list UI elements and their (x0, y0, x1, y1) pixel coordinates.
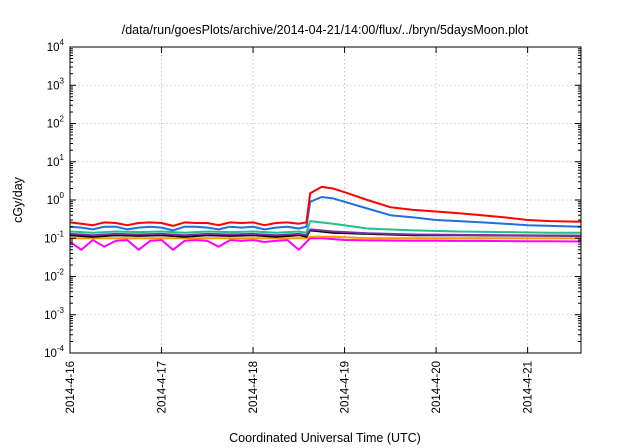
y-tick-exponent: 3 (60, 76, 65, 85)
y-tick-label: 10-4 (44, 344, 64, 360)
y-tick-exponent: -4 (57, 344, 65, 353)
y-tick-base: 10 (44, 272, 57, 284)
series-line-2 (70, 235, 581, 240)
chart-title: /data/run/goesPlots/archive/2014-04-21/1… (122, 23, 529, 37)
x-tick-label: 2014-4-16 (65, 361, 77, 413)
x-tick-label: 2014-4-19 (340, 361, 352, 413)
y-tick-label: 100 (47, 191, 65, 207)
y-tick-base: 10 (47, 195, 60, 207)
y-tick-label: 101 (47, 153, 65, 169)
series-line-7 (69, 185, 582, 227)
x-tick-labels: 2014-4-16 2014-4-17 2014-4-18 2014-4-19 2014… (65, 361, 535, 413)
y-tick-base: 10 (44, 310, 57, 322)
y-tick-base: 10 (47, 119, 60, 131)
y-tick-exponent: -1 (57, 229, 65, 238)
y-tick-base: 10 (47, 80, 60, 92)
series-line-5 (69, 220, 581, 234)
x-tick-label: 2014-4-20 (431, 361, 443, 413)
y-tick-label: 10-2 (44, 268, 64, 284)
y-tick-label: 102 (47, 115, 65, 131)
grid (70, 47, 581, 353)
ticks (69, 46, 581, 354)
y-tick-base: 10 (47, 42, 60, 54)
x-tick-label: 2014-4-21 (523, 361, 535, 413)
y-axis-label: cGy/day (11, 176, 25, 223)
x-tick-label: 2014-4-18 (248, 361, 260, 413)
series-line-4 (69, 228, 582, 237)
series-line-6 (69, 196, 582, 232)
series-line-1 (69, 237, 582, 251)
y-tick-label: 10-3 (44, 306, 64, 322)
y-tick-exponent: 2 (60, 115, 65, 124)
x-axis-label: Coordinated Universal Time (UTC) (229, 431, 421, 445)
y-tick-base: 10 (44, 348, 57, 360)
y-tick-exponent: -2 (57, 268, 65, 277)
y-tick-exponent: 1 (60, 153, 65, 162)
y-tick-label: 10-1 (44, 229, 64, 245)
y-tick-label: 103 (47, 76, 65, 92)
x-tick-label: 2014-4-17 (157, 361, 169, 413)
series-layer (69, 185, 582, 251)
y-tick-label: 104 (47, 38, 65, 54)
y-tick-exponent: 4 (60, 38, 65, 47)
y-tick-exponent: 0 (60, 191, 65, 200)
y-tick-base: 10 (47, 157, 60, 169)
y-tick-base: 10 (44, 233, 57, 245)
y-tick-exponent: -3 (57, 306, 65, 315)
